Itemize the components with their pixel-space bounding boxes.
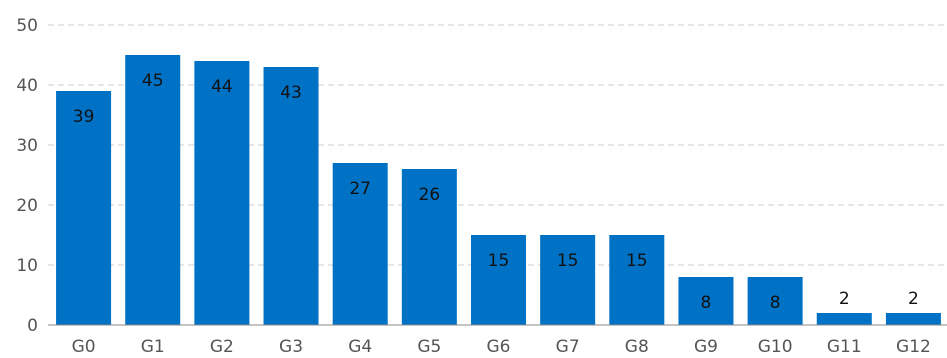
y-tick-label: 10 [16, 256, 38, 276]
data-label-G3: 43 [280, 83, 302, 103]
bar-G8 [609, 235, 665, 325]
labels-layer: 39 45 44 43 27 26 15 15 15 8 8 2 2 [73, 71, 919, 313]
data-label-G6: 15 [488, 251, 510, 271]
bar-G0 [56, 91, 112, 325]
data-label-G9: 8 [701, 293, 712, 313]
x-tick-label-G5: G5 [417, 337, 441, 357]
bars-layer [56, 55, 941, 325]
bar-G10 [747, 277, 803, 325]
x-tick-label-G10: G10 [758, 337, 793, 357]
bar-G7 [540, 235, 596, 325]
bar-G2 [194, 61, 250, 325]
data-label-G8: 15 [626, 251, 648, 271]
x-tick-label-G0: G0 [72, 337, 96, 357]
y-tick-label: 50 [16, 16, 38, 36]
bar-G6 [471, 235, 526, 325]
bar-G3 [263, 67, 319, 325]
x-tick-label-G3: G3 [279, 337, 303, 357]
axis-layer: 0 10 20 30 40 50 G0 G1 G2 G3 G4 G5 G6 G7 G8 G9 G10 G11 G12 [16, 16, 947, 357]
bar-G4 [332, 163, 388, 325]
data-label-G0: 39 [73, 107, 95, 127]
bar-G12 [885, 313, 941, 325]
bar-G5 [401, 169, 457, 325]
x-tick-label-G9: G9 [694, 337, 718, 357]
x-tick-label-G8: G8 [625, 337, 649, 357]
bar-G1 [125, 55, 181, 325]
x-tick-label-G4: G4 [348, 337, 372, 357]
y-tick-label: 0 [27, 316, 38, 336]
x-tick-label-G11: G11 [827, 337, 862, 357]
data-label-G7: 15 [557, 251, 579, 271]
data-label-G5: 26 [419, 185, 441, 205]
data-label-G2: 44 [211, 77, 233, 97]
data-label-G12: 2 [908, 289, 919, 309]
x-tick-label-G2: G2 [210, 337, 234, 357]
x-tick-label-G12: G12 [896, 337, 931, 357]
y-tick-label: 20 [16, 196, 38, 216]
x-tick-label-G6: G6 [487, 337, 511, 357]
data-label-G11: 2 [839, 289, 850, 309]
y-tick-label: 30 [16, 136, 38, 156]
data-label-G4: 27 [349, 179, 371, 199]
grid-layer [48, 24, 947, 266]
y-tick-label: 40 [16, 76, 38, 96]
data-label-G10: 8 [770, 293, 781, 313]
bar-G11 [816, 313, 872, 325]
x-tick-label-G1: G1 [141, 337, 165, 357]
x-tick-label-G7: G7 [556, 337, 580, 357]
bar-G9 [678, 277, 734, 325]
data-label-G1: 45 [142, 71, 164, 91]
